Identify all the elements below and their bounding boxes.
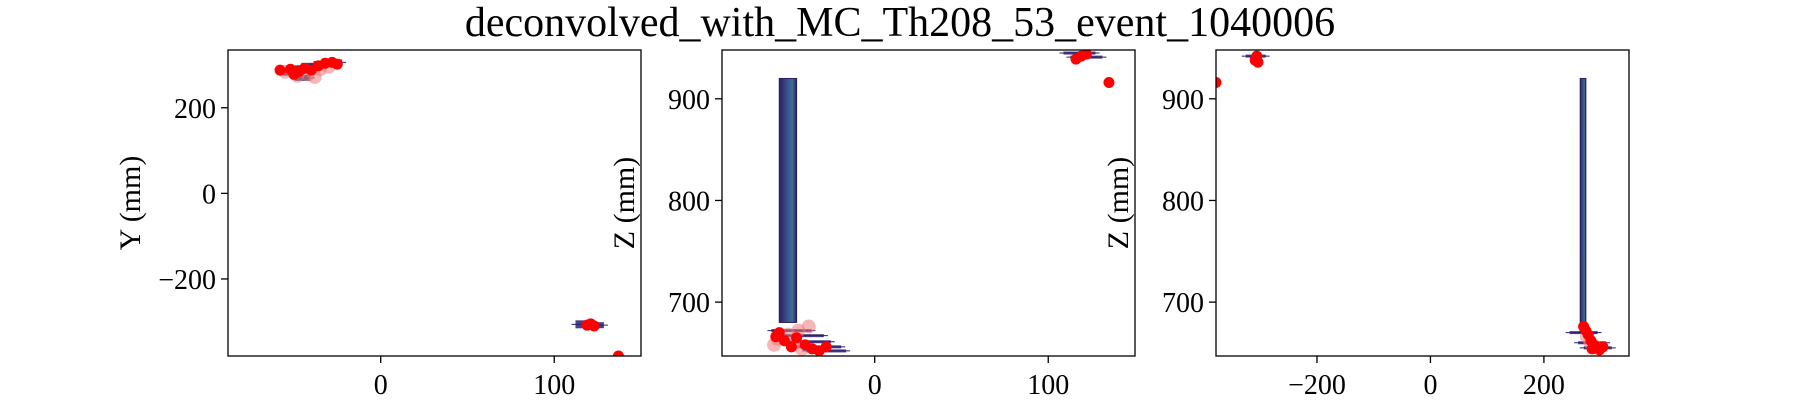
data-point [1252,56,1264,68]
data-point [288,68,300,80]
y-axis-label: Z (mm) [1102,157,1135,249]
y-tick-label: 0 [202,179,216,210]
x-tick-label: −200 [1288,370,1346,400]
y-tick-label: 200 [174,94,216,125]
y-tick-label: 700 [668,288,710,319]
data-point [588,320,600,332]
data-point [820,341,832,353]
y-axis-label: Y (mm) [114,156,147,251]
panel-xy: 0 100 200 0 −200 Y (mm) [114,49,642,400]
y-axis-label: Z (mm) [608,157,641,249]
axes-frame [1215,49,1630,357]
y-tick-label: 900 [1162,85,1204,116]
y-tick-label: 700 [1162,288,1204,319]
x-tick-label: 0 [374,370,388,400]
axes-frame [227,49,642,357]
plot-area [274,56,624,356]
x-tick-label: 100 [1027,370,1069,400]
x-tick-label: 100 [533,370,575,400]
data-point [785,341,797,353]
plot-area [767,50,1115,356]
figure-title: deconvolved_with_MC_Th208_53_event_10400… [465,0,1335,46]
column-bar [1579,77,1587,334]
data-point [331,58,343,70]
data-point [1080,50,1092,60]
panel-yz: −200 0 200 900 800 700 Z (mm) [1102,49,1630,400]
x-tick-label: 200 [1523,370,1565,400]
y-tick-label: 900 [668,85,710,116]
plot-area [1216,50,1616,356]
data-point [1586,343,1598,355]
data-point [274,64,286,76]
y-tick-label: 800 [1162,186,1204,217]
data-point [770,331,782,343]
data-point [1597,341,1609,353]
panel-xz: 0 100 900 800 700 Z (mm) [608,49,1136,400]
data-point [1216,77,1222,89]
x-tick-label: 0 [1423,370,1437,400]
faint-point [801,319,816,334]
y-tick-label: 800 [668,186,710,217]
data-point [612,350,624,356]
data-point [791,332,803,344]
x-tick-label: 0 [868,370,882,400]
y-tick-label: −200 [158,265,216,296]
axes-frame [721,49,1136,357]
data-point [1103,77,1115,89]
column-bar [778,77,798,323]
